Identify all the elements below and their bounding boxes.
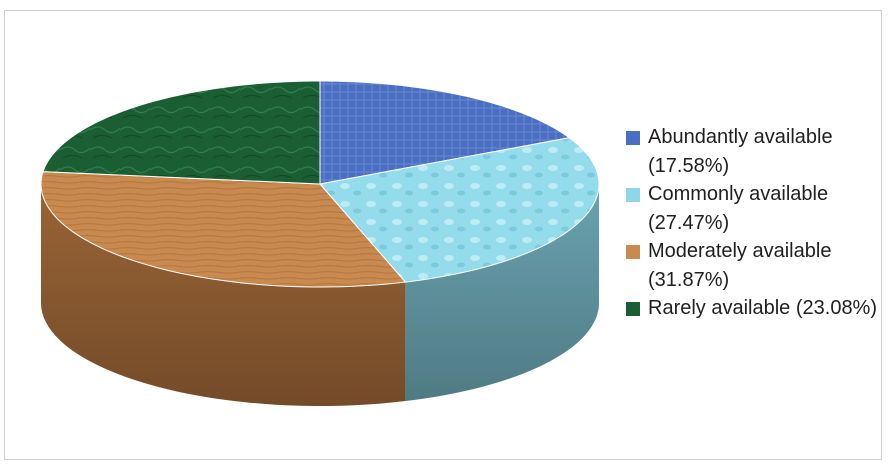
pie-side-shade-commonly (405, 184, 599, 402)
legend-swatch-abundantly (626, 131, 640, 145)
pie-slice-moderately (40, 171, 407, 288)
legend-item-abundantly: Abundantly available (17.58%) (626, 123, 888, 180)
pie-side-shade-moderately (41, 184, 406, 406)
legend-label-rarely: Rarely available (23.08%) (648, 297, 878, 319)
legend-item-rarely: Rarely available (23.08%) (626, 294, 888, 323)
legend-item-commonly: Commonly available (27.47%) (626, 180, 888, 237)
legend-label-abundantly: Abundantly available (17.58%) (648, 126, 833, 177)
legend-label-commonly: Commonly available (27.47%) (648, 183, 829, 234)
legend: Abundantly available (17.58%) Commonly a… (626, 123, 888, 323)
legend-swatch-commonly (626, 188, 640, 202)
pie-slice-commonly (319, 137, 600, 283)
pie-slice-abundantly (319, 80, 571, 185)
legend-label-moderately: Moderately available (31.87%) (648, 240, 832, 291)
legend-swatch-rarely (626, 302, 640, 316)
legend-swatch-moderately (626, 245, 640, 259)
pie-slice-rarely (42, 80, 321, 185)
legend-item-moderately: Moderately available (31.87%) (626, 237, 888, 294)
